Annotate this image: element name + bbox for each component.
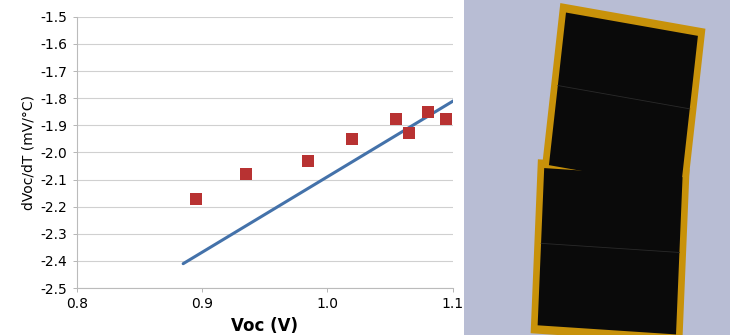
- X-axis label: Voc (V): Voc (V): [231, 317, 298, 335]
- Polygon shape: [531, 159, 690, 335]
- Point: [303, 158, 315, 163]
- Point: [347, 136, 358, 142]
- Point: [240, 172, 252, 177]
- Point: [190, 196, 201, 201]
- Point: [403, 131, 415, 136]
- Point: [440, 116, 452, 121]
- Point: [422, 109, 434, 115]
- Polygon shape: [542, 3, 705, 198]
- Y-axis label: dVoc/dT (mV/°C): dVoc/dT (mV/°C): [21, 95, 35, 210]
- Polygon shape: [549, 12, 698, 189]
- Point: [391, 116, 402, 121]
- Polygon shape: [537, 168, 683, 334]
